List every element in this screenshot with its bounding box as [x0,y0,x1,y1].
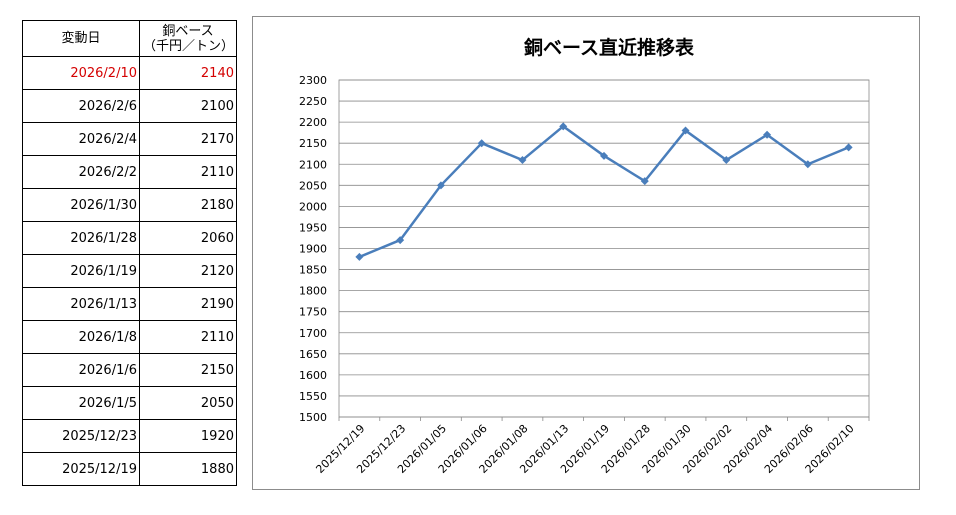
y-tick-label: 1900 [299,243,327,256]
data-point [600,151,608,160]
chart-area: 銅ベース直近推移表 1500 1550 1600 1650 1700 1750 1800 185… [252,16,920,490]
row-date: 2026/1/8 [22,320,140,354]
row-date: 2026/2/4 [22,122,140,156]
table-row: 2026/1/30 2180 [22,188,237,222]
table-row: 2025/12/19 1880 [22,452,237,486]
data-point [803,160,812,169]
y-tick-label: 2300 [299,74,327,87]
chart-title: 銅ベース直近推移表 [524,36,695,59]
row-date: 2025/12/23 [22,419,140,453]
row-value: 2180 [139,188,237,222]
price-table: 変動日 銅ベース （千円／トン） 2026/2/10 2140 2026/2/6 21… [22,20,237,486]
table-row: 2025/12/23 1920 [22,419,237,453]
data-point [763,130,772,139]
row-date: 2026/1/30 [22,188,140,222]
data-point [844,143,853,152]
row-date: 2026/1/13 [22,287,140,321]
data-point [396,236,405,245]
y-tick-label: 1950 [299,221,327,234]
row-value: 2150 [139,353,237,387]
table-row: 2026/1/13 2190 [22,287,237,321]
table-body: 2026/2/10 2140 2026/2/6 2100 2026/2/4 2170 202… [22,56,237,486]
row-value: 2140 [139,56,237,90]
y-tick-label: 1550 [299,390,327,403]
data-point [640,177,649,186]
table-header-row: 変動日 銅ベース （千円／トン） [22,20,237,57]
row-value: 1880 [139,452,237,486]
data-point [355,252,364,261]
row-date: 2026/2/10 [22,56,140,90]
table-row: 2026/1/5 2050 [22,386,237,420]
data-point [518,156,527,165]
header-value: 銅ベース （千円／トン） [139,20,237,57]
data-point [436,181,445,190]
y-tick-label: 1700 [299,327,327,340]
data-point [681,126,690,135]
row-date: 2026/1/19 [22,254,140,288]
y-tick-label: 1500 [299,411,327,424]
header-value-line2: （千円／トン） [143,38,235,54]
y-tick-label: 1600 [299,369,327,382]
row-value: 2190 [139,287,237,321]
row-value: 2050 [139,386,237,420]
y-tick-label: 2000 [299,200,327,213]
row-date: 2026/2/2 [22,155,140,189]
row-date: 2025/12/19 [22,452,140,486]
plot-frame [338,79,870,418]
data-point [477,139,486,148]
data-point [722,156,731,165]
y-tick-label: 1850 [299,264,327,277]
y-tick-label: 1800 [299,285,327,298]
table-row: 2026/1/28 2060 [22,221,237,255]
y-tick-label: 1650 [299,348,327,361]
price-table-container: 変動日 銅ベース （千円／トン） 2026/2/10 2140 2026/2/6 21… [22,20,237,486]
y-tick-label: 2200 [299,116,327,129]
header-date: 変動日 [22,20,140,57]
row-value: 1920 [139,419,237,453]
y-tick-label: 2250 [299,95,327,108]
row-date: 2026/2/6 [22,89,140,123]
table-row: 2026/2/10 2140 [22,56,237,90]
header-value-line1: 銅ベース [162,23,214,39]
row-value: 2120 [139,254,237,288]
table-row: 2026/2/6 2100 [22,89,237,123]
table-row: 2026/1/19 2120 [22,254,237,288]
data-point [559,122,568,131]
y-tick-label: 2050 [299,179,327,192]
row-value: 2100 [139,89,237,123]
row-value: 2060 [139,221,237,255]
table-row: 2026/1/8 2110 [22,320,237,354]
table-row: 2026/1/6 2150 [22,353,237,387]
row-date: 2026/1/28 [22,221,140,255]
table-row: 2026/2/4 2170 [22,122,237,156]
line-chart: 銅ベース直近推移表 1500 1550 1600 1650 1700 1750 1800 185… [299,36,870,476]
table-row: 2026/2/2 2110 [22,155,237,189]
row-date: 2026/1/5 [22,386,140,420]
y-tick-label: 2150 [299,137,327,150]
series-line [358,125,850,259]
row-value: 2170 [139,122,237,156]
y-tick-label: 2100 [299,158,327,171]
row-value: 2110 [139,155,237,189]
row-value: 2110 [139,320,237,354]
row-date: 2026/1/6 [22,353,140,387]
y-tick-label: 1750 [299,306,327,319]
